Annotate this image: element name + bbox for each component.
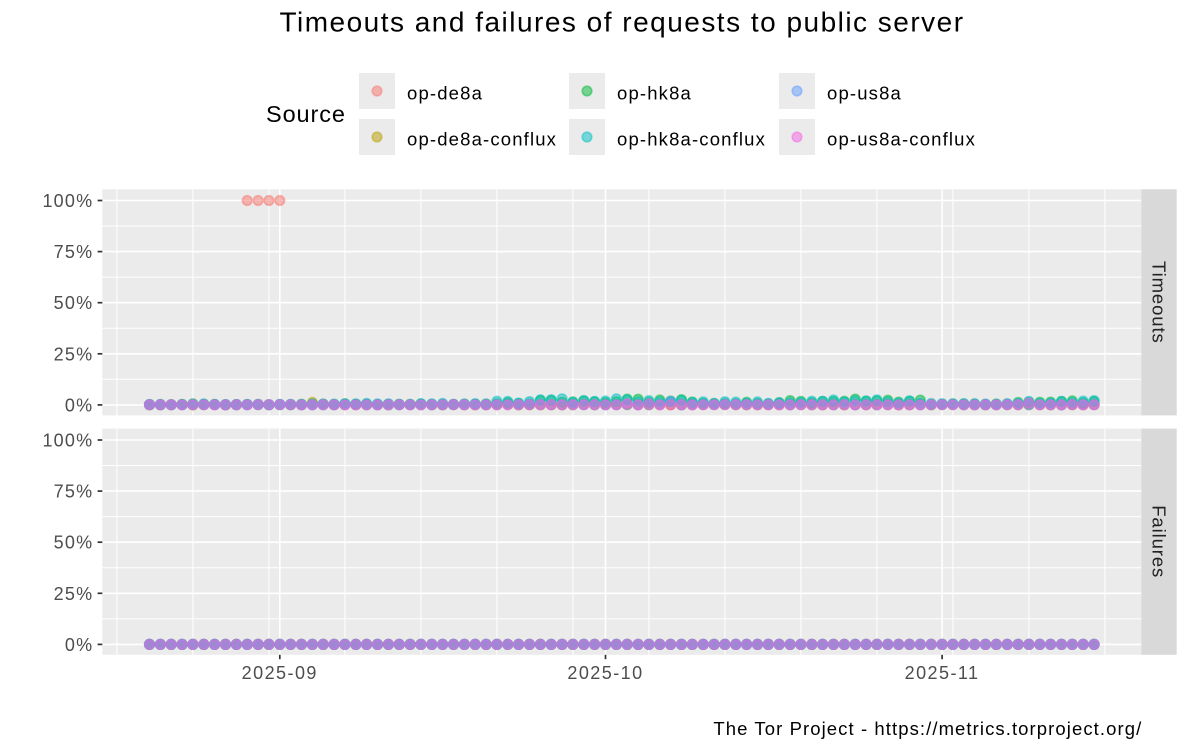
svg-text:0%: 0%: [65, 635, 93, 655]
svg-text:op-us8a: op-us8a: [827, 83, 902, 104]
svg-text:op-hk8a-conflux: op-hk8a-conflux: [617, 129, 766, 150]
svg-text:Timeouts and failures of reque: Timeouts and failures of requests to pub…: [279, 7, 964, 38]
svg-text:100%: 100%: [42, 431, 93, 451]
svg-text:op-us8a-conflux: op-us8a-conflux: [827, 129, 976, 150]
svg-text:op-hk8a: op-hk8a: [617, 83, 692, 104]
svg-text:op-de8a: op-de8a: [407, 83, 483, 104]
svg-text:50%: 50%: [54, 533, 94, 553]
svg-text:Source: Source: [266, 101, 346, 127]
svg-text:100%: 100%: [42, 191, 93, 211]
svg-text:75%: 75%: [54, 482, 94, 502]
svg-text:Timeouts: Timeouts: [1149, 261, 1170, 344]
svg-text:50%: 50%: [54, 293, 94, 313]
svg-text:2025-10: 2025-10: [567, 663, 643, 683]
svg-text:Failures: Failures: [1149, 505, 1170, 578]
svg-text:25%: 25%: [54, 344, 94, 364]
svg-text:25%: 25%: [54, 584, 94, 604]
svg-text:2025-09: 2025-09: [242, 663, 318, 683]
svg-text:75%: 75%: [54, 242, 94, 262]
svg-text:The Tor Project - https://metr: The Tor Project - https://metrics.torpro…: [713, 718, 1142, 739]
svg-text:op-de8a-conflux: op-de8a-conflux: [407, 129, 557, 150]
svg-text:0%: 0%: [65, 395, 93, 415]
svg-text:2025-11: 2025-11: [905, 663, 980, 683]
